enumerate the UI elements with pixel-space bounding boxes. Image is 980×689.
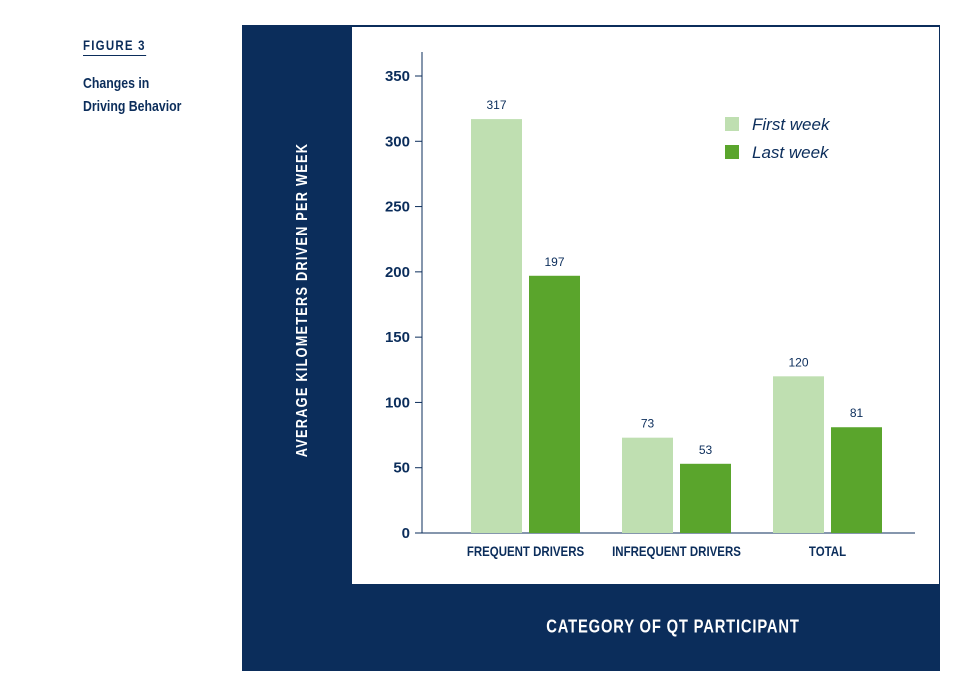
bar-value-label: 120 <box>788 355 808 369</box>
x-axis-title: CATEGORY OF QT PARTICIPANT <box>546 616 800 637</box>
bar-value-label: 53 <box>699 443 713 457</box>
bar <box>773 376 824 533</box>
y-tick-label: 100 <box>385 394 410 411</box>
legend-label: First week <box>752 115 831 134</box>
x-tick-label: TOTAL <box>809 543 846 559</box>
x-tick-label: FREQUENT DRIVERS <box>467 543 585 559</box>
y-tick-label: 0 <box>402 525 410 542</box>
caption-line-1: Changes in <box>83 75 150 92</box>
bar <box>680 463 731 533</box>
y-tick-label: 200 <box>385 264 410 281</box>
bar <box>622 437 673 533</box>
figure-label: FIGURE 3 <box>83 37 146 56</box>
bar-value-label: 73 <box>641 417 655 431</box>
caption-line-2: Driving Behavior <box>83 98 182 115</box>
bar-value-label: 197 <box>544 255 564 269</box>
y-tick-label: 250 <box>385 199 410 216</box>
x-tick-label: INFREQUENT DRIVERS <box>612 543 741 559</box>
y-tick-label: 150 <box>385 329 410 346</box>
bar-value-label: 81 <box>850 406 864 420</box>
legend-swatch <box>725 145 739 159</box>
legend-label: Last week <box>752 143 830 162</box>
bar <box>471 119 522 534</box>
y-tick-label: 300 <box>385 133 410 150</box>
y-tick-label: 350 <box>385 68 410 85</box>
legend-swatch <box>725 117 739 131</box>
bar <box>831 427 882 533</box>
figure-caption: Changes in Driving Behavior <box>83 72 190 118</box>
y-tick-label: 50 <box>393 460 410 477</box>
bar <box>529 275 580 533</box>
bar-value-label: 317 <box>486 98 506 112</box>
